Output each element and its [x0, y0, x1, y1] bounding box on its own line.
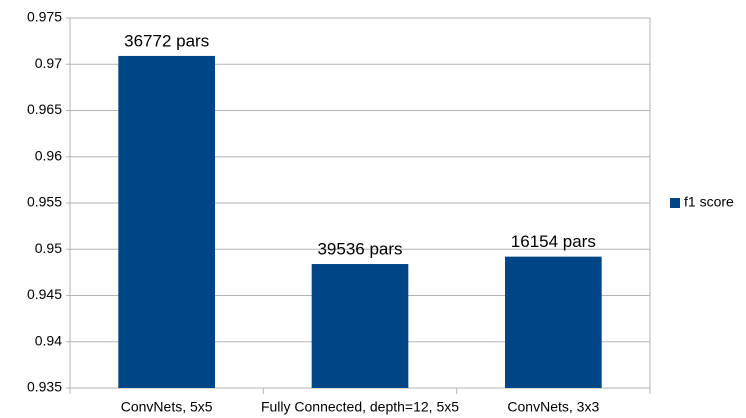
x-tick-label: ConvNets, 3x3 — [507, 399, 599, 415]
legend-label: f1 score — [684, 194, 734, 210]
y-tick-label: 0.965 — [27, 101, 62, 117]
y-tick-label: 0.96 — [35, 147, 62, 163]
bar — [311, 264, 409, 388]
y-tick-label: 0.97 — [35, 55, 62, 71]
bar-annotation: 36772 pars — [124, 31, 209, 50]
x-tick-label: Fully Connected, depth=12, 5x5 — [261, 399, 459, 415]
y-tick-label: 0.975 — [27, 9, 62, 25]
bar-annotation: 39536 pars — [317, 240, 402, 259]
bar — [118, 55, 215, 389]
y-tick-label: 0.94 — [35, 332, 62, 348]
bar-annotation: 16154 pars — [511, 232, 596, 251]
bar — [505, 256, 602, 388]
y-tick-label: 0.935 — [27, 379, 62, 395]
legend-swatch — [670, 198, 680, 208]
y-tick-label: 0.945 — [27, 286, 62, 302]
y-tick-label: 0.955 — [27, 194, 62, 210]
y-tick-label: 0.95 — [35, 240, 62, 256]
x-tick-label: ConvNets, 5x5 — [121, 399, 213, 415]
